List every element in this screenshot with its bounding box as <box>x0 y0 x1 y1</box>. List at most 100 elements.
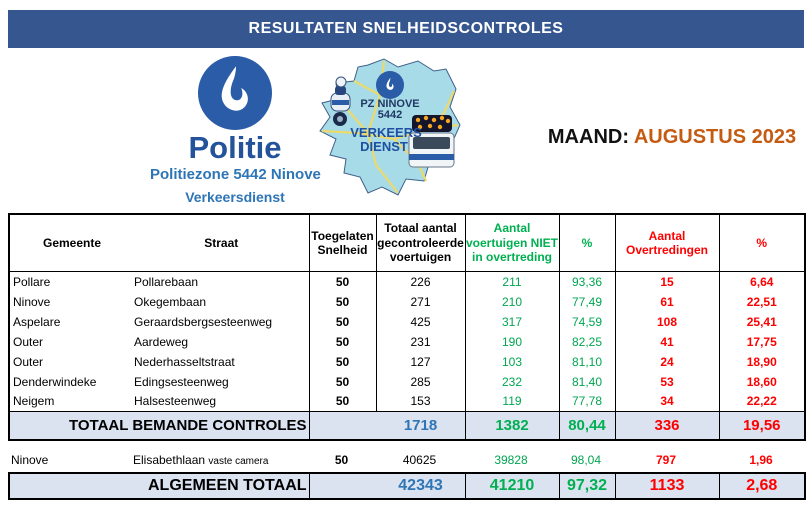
cell-overtredingen: 24 <box>615 351 720 372</box>
manned-total-totaal: 1718 <box>308 411 466 440</box>
cell-straat: Pollarebaan <box>131 271 310 292</box>
police-motorcycle-image <box>330 76 351 126</box>
manned-total-pct-niet: 80,44 <box>558 411 616 440</box>
cell-niet: 119 <box>465 391 560 412</box>
cell-niet: 211 <box>465 271 560 292</box>
cell-overtredingen: 108 <box>615 311 720 332</box>
grand-total-pct-over: 2,68 <box>718 472 806 500</box>
cell-pct_over: 6,64 <box>750 274 774 289</box>
cell-pct_niet: 74,59 <box>559 311 616 332</box>
cell-totaal: 425 <box>376 311 466 332</box>
camera-row-table: Ninove Elisabethlaan vaste camera 50 406… <box>8 449 804 471</box>
month-label: MAAND: <box>547 126 629 148</box>
camera-straat-name: Elisabethlaan <box>133 453 206 467</box>
header-totaal-gecontroleerd: Totaal aantal gecontroleerde voertuigen <box>375 213 466 272</box>
cell-pct_over: 22,51 <box>746 294 777 309</box>
cell-overtredingen: 15 <box>615 271 720 292</box>
grand-total-overtredingen: 1133 <box>614 472 720 500</box>
cell-snelheid: 50 <box>309 331 377 352</box>
month-value: AUGUSTUS 2023 <box>633 126 797 148</box>
grand-total-table: ALGEMEEN TOTAAL 42343 41210 97,32 1133 2… <box>8 472 807 500</box>
cell-gemeente: Pollare <box>13 274 51 289</box>
table-row: Ninove Okegembaan 50 271 210 77,49 61 22,51 <box>9 291 805 312</box>
police-logo-block: Politie Politiezone 5442 Ninove Verkeers… <box>150 56 321 205</box>
camera-overtredingen: 797 <box>655 453 677 467</box>
cell-niet: 190 <box>465 331 560 352</box>
cell-totaal: 285 <box>376 371 466 392</box>
table-header-row: Gemeente Straat Toegelaten Snelheid Tota… <box>8 213 806 272</box>
cell-snelheid: 50 <box>309 371 377 392</box>
manned-total-niet: 1382 <box>464 411 560 440</box>
cell-pct_over: 18,90 <box>746 354 777 369</box>
badge-service-line1: VERKEERS <box>350 125 422 140</box>
camera-row: Ninove Elisabethlaan vaste camera 50 406… <box>8 449 804 471</box>
cell-snelheid: 50 <box>309 351 377 372</box>
cell-snelheid: 50 <box>309 291 377 312</box>
cell-straat: Aardeweg <box>131 331 310 352</box>
police-car-image <box>408 115 455 168</box>
camera-totaal: 40625 <box>402 453 437 467</box>
camera-straat: Elisabethlaan vaste camera <box>130 449 308 471</box>
cell-overtredingen: 61 <box>615 291 720 312</box>
header-straat: Straat <box>131 213 310 272</box>
cell-straat: Nederhasseltstraat <box>131 351 310 372</box>
police-flame-icon <box>198 56 272 130</box>
grand-total-totaal: 42343 <box>308 472 466 500</box>
cell-niet: 232 <box>465 371 560 392</box>
camera-snelheid: 50 <box>334 453 349 467</box>
results-table: Gemeente Straat Toegelaten Snelheid Tota… <box>8 213 806 441</box>
table-row: Aspelare Geraardsbergsesteenweg 50 425 317 74… <box>9 311 805 332</box>
cell-gemeente: Outer <box>13 334 44 349</box>
camera-pct-over: 1,96 <box>749 453 773 467</box>
header-niet-in-overtreding: Aantal voertuigen NIET in overtreding <box>464 213 560 272</box>
police-zone-label: Politiezone 5442 Ninove <box>150 166 321 183</box>
badge-zone-name: PZ NINOVE <box>360 98 419 110</box>
cell-gemeente: Outer <box>13 354 44 369</box>
grand-total-row: ALGEMEEN TOTAAL 42343 41210 97,32 1133 2… <box>8 472 806 500</box>
service-label: Verkeersdienst <box>185 189 285 205</box>
grand-total-pct-niet: 97,32 <box>558 472 616 500</box>
cell-snelheid: 50 <box>309 271 377 292</box>
title-banner: RESULTATEN SNELHEIDSCONTROLES <box>8 10 804 48</box>
table-row: Pollare Pollarebaan 50 226 211 93,36 15 6,64 <box>9 271 805 292</box>
cell-straat: Edingsesteenweg <box>131 371 310 392</box>
cell-straat: Okegembaan <box>131 291 310 312</box>
header-toegelaten-snelheid: Toegelaten Snelheid <box>308 213 377 272</box>
cell-totaal: 231 <box>376 331 466 352</box>
cell-pct_over: 25,41 <box>746 314 777 329</box>
cell-niet: 317 <box>465 311 560 332</box>
camera-gemeente: Ninove <box>11 453 49 467</box>
cell-straat: Halsesteenweg <box>131 391 310 412</box>
cell-pct_niet: 93,36 <box>559 271 616 292</box>
cell-pct_over: 18,60 <box>746 374 777 389</box>
badge-service-line2: DIENST <box>360 139 408 154</box>
cell-pct_niet: 81,10 <box>559 351 616 372</box>
cell-pct_niet: 77,49 <box>559 291 616 312</box>
cell-totaal: 226 <box>376 271 466 292</box>
table-row: Outer Nederhasseltstraat 50 127 103 81,10 24 18… <box>9 351 805 372</box>
cell-totaal: 271 <box>376 291 466 312</box>
header-pct-overtredingen: % <box>718 213 806 272</box>
cell-gemeente: Aspelare <box>13 314 61 329</box>
header-overtredingen: Aantal Overtredingen <box>614 213 720 272</box>
camera-straat-note: vaste camera <box>208 456 269 467</box>
grand-total-niet: 41210 <box>464 472 560 500</box>
table-row: Neigem Halsesteenweg 50 153 119 77,78 34 22,22 <box>9 391 805 412</box>
brand-name: Politie <box>188 130 282 165</box>
manned-total-row: TOTAAL BEMANDE CONTROLES 1718 1382 80,44… <box>8 411 806 440</box>
cell-pct_over: 22,22 <box>746 394 777 409</box>
grand-total-label: ALGEMEEN TOTAAL <box>8 472 310 500</box>
zone-map-emblem: PZ NINOVE 5442 VERKEERS DIENST <box>319 58 461 196</box>
cell-pct_niet: 82,25 <box>559 331 616 352</box>
manned-total-label: TOTAAL BEMANDE CONTROLES <box>8 411 310 440</box>
cell-pct_niet: 77,78 <box>559 391 616 412</box>
cell-snelheid: 50 <box>309 311 377 332</box>
cell-snelheid: 50 <box>309 391 377 412</box>
cell-overtredingen: 41 <box>615 331 720 352</box>
page-title: RESULTATEN SNELHEIDSCONTROLES <box>248 20 564 37</box>
cell-pct_niet: 81,40 <box>559 371 616 392</box>
camera-pct-niet: 98,04 <box>570 453 602 467</box>
month-heading: MAAND: AUGUSTUS 2023 <box>542 126 802 149</box>
camera-niet: 39828 <box>494 453 528 467</box>
